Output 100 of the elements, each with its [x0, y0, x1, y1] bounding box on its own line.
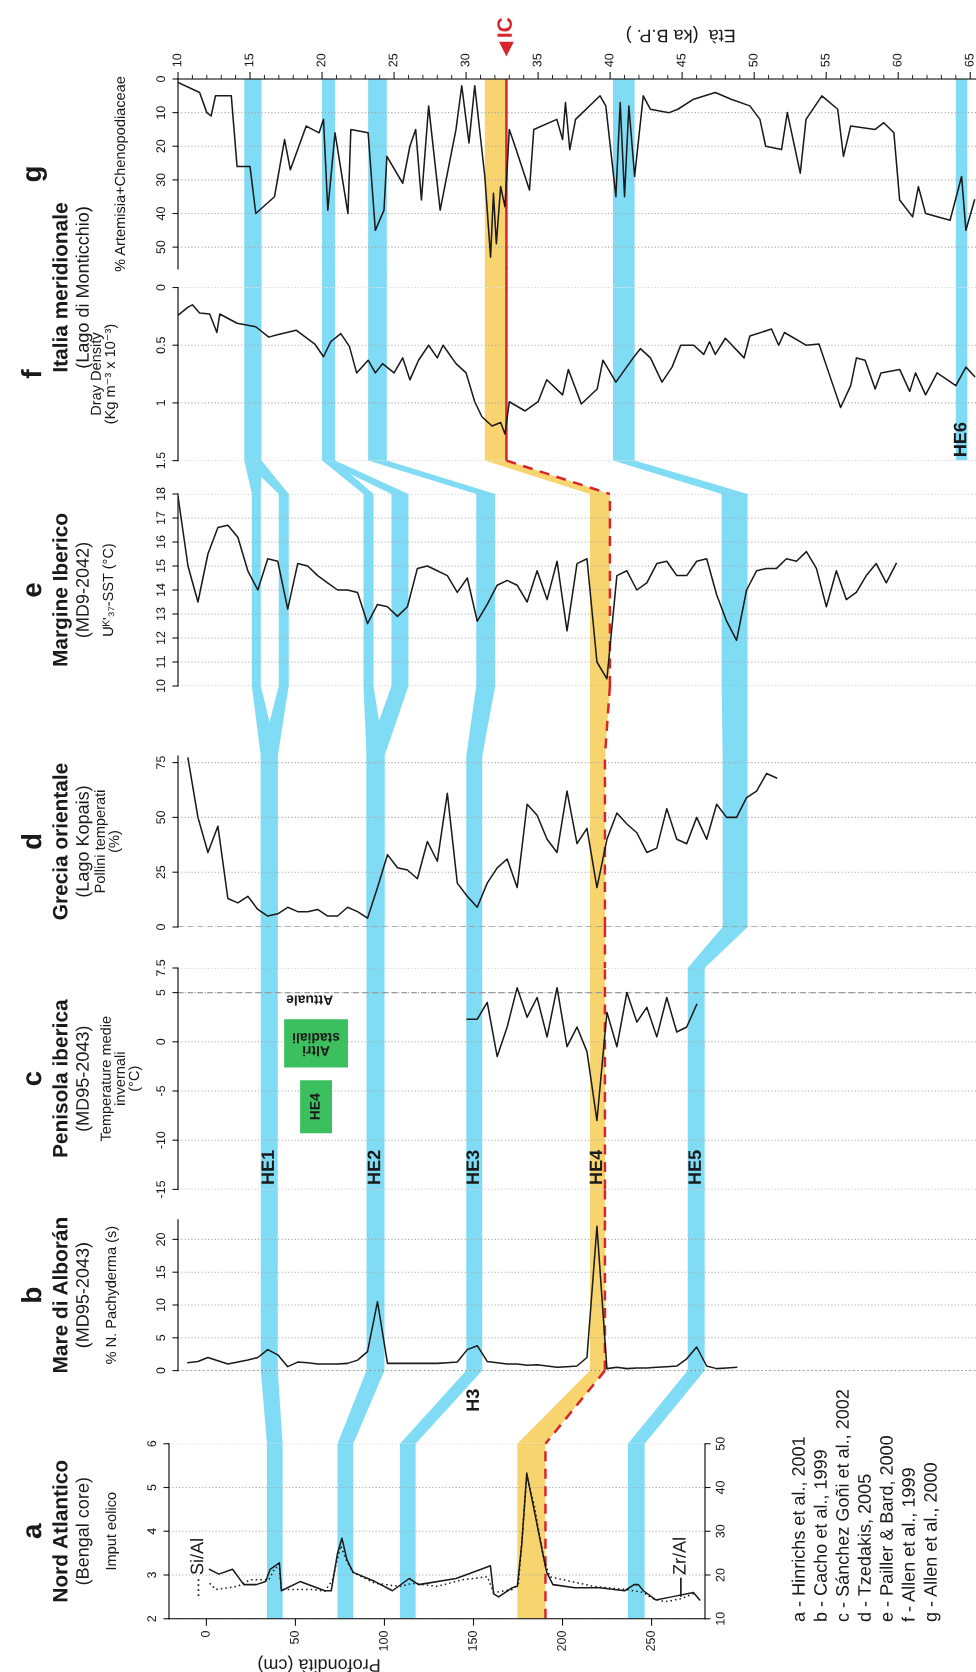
y-tick-label: 5	[147, 1484, 157, 1491]
text: d	[21, 834, 42, 849]
y-tick-label: 4	[147, 1528, 156, 1535]
ref-line-label: IC	[497, 17, 513, 37]
y-axis-title: Pollini temperati (%)	[94, 790, 122, 893]
text: (MD95-2043)	[75, 1026, 93, 1131]
annotation: HE2	[367, 1150, 381, 1184]
y-axis-title: Imput eolico	[105, 1492, 119, 1570]
x-tick-label: 40	[604, 53, 614, 67]
band-label: Altri stadiali	[293, 1033, 340, 1057]
text: (MD95-2043)	[75, 1243, 93, 1348]
x-tick-label: 20	[316, 53, 326, 67]
y-tick-label: 5	[156, 989, 166, 996]
text: Margine Iberico	[52, 513, 72, 666]
y-tick-label: 16	[156, 535, 166, 548]
text: Zr/Al	[672, 1538, 686, 1575]
text: g	[26, 167, 47, 182]
x-tick-label: 250	[646, 1631, 655, 1651]
y-tick-label: -10	[156, 1131, 166, 1149]
y-tick-label: 1.5	[156, 452, 166, 469]
y-tick-label: 0	[156, 1038, 166, 1045]
annotation: HE5	[688, 1150, 702, 1184]
y-tick-label: 50	[156, 810, 166, 824]
y-axis-title: % Artemisia+Chenopodiaceae	[114, 76, 128, 272]
y-tick-label: 10	[156, 679, 166, 692]
y-tick-label: 5	[156, 1334, 166, 1341]
y-tick-label: 25	[156, 865, 166, 879]
text: c	[26, 1071, 42, 1086]
x-axis-title: Profondità (cm)	[258, 1655, 380, 1672]
y-tick-label: 1	[156, 400, 165, 406]
text: Grecia orientale	[52, 763, 68, 920]
y-tick-label: 7.5	[156, 959, 166, 977]
annotation: HE4	[589, 1149, 603, 1184]
x-tick-label: 50	[289, 1631, 299, 1644]
y-axis-title: Uᴷ'₃₇-SST (°C)	[102, 544, 116, 636]
text: f - Allen et al., 1999	[901, 1468, 917, 1622]
ref-line-label: Attuale	[286, 995, 333, 1006]
y-tick-label: 40	[156, 207, 166, 221]
x-tick-label: 55	[820, 53, 830, 67]
annotation: HE3	[466, 1150, 480, 1184]
text: Mare di Alborán	[52, 1218, 68, 1373]
text: c - Sánchez Goñi et al., 2002	[835, 1390, 851, 1622]
y-tick-label: 0	[156, 284, 166, 291]
text: f	[21, 369, 42, 379]
x-tick-label: 45	[676, 53, 686, 67]
y2-tick-label: 40	[715, 1481, 725, 1495]
x-tick-label: 15	[244, 53, 254, 67]
text: d - Tzedakis, 2005	[857, 1474, 873, 1622]
x-tick-label: 30	[460, 53, 470, 67]
band-label: HE6	[953, 422, 967, 456]
y2-tick-label: 20	[715, 1568, 725, 1582]
x-tick-label: 150	[468, 1631, 477, 1651]
y-tick-label: 0.5	[156, 337, 166, 354]
y2-tick-label: 30	[715, 1524, 725, 1538]
y-tick-label: 0	[156, 1367, 166, 1374]
band-label: HE4	[310, 1093, 320, 1120]
y-axis-title: % N. Pachyderma (s)	[105, 1226, 119, 1364]
y-tick-label: 14	[156, 583, 165, 596]
y-tick-label: 12	[156, 631, 165, 644]
text: H3	[466, 1389, 480, 1411]
x-tick-label: 100	[378, 1631, 388, 1651]
x-tick-label: 10	[172, 53, 182, 67]
x-tick-label: 0	[200, 1631, 210, 1638]
y-tick-label: 13	[156, 607, 166, 620]
y2-tick-label: 10	[715, 1612, 725, 1625]
x-tick-label: 60	[892, 53, 902, 67]
y-tick-label: 50	[156, 240, 166, 254]
text: g - Allen et al., 2000	[923, 1463, 941, 1622]
chart-subtitle: Italia meridionale	[52, 203, 68, 372]
text: (MD9-2042)	[75, 542, 93, 638]
x-tick-label: 200	[557, 1631, 566, 1651]
y-tick-label: -15	[156, 1180, 166, 1198]
x-tick-label: 50	[748, 53, 758, 67]
text: e - Pailler & Bard, 2000	[879, 1436, 895, 1622]
y-tick-label: 30	[156, 173, 166, 187]
y-tick-label: -5	[156, 1085, 166, 1096]
text: (Bengal core)	[75, 1478, 93, 1585]
text: a	[26, 1523, 42, 1539]
y-tick-label: 17	[156, 511, 165, 524]
y-tick-label: 2	[147, 1615, 156, 1622]
y-tick-label: 3	[147, 1572, 157, 1578]
x-axis-title: Età (ka B.P. )	[626, 26, 735, 44]
text: (Lago Kopais)	[75, 786, 93, 897]
text: b - Cacho et al., 1999	[813, 1450, 829, 1621]
y-tick-label: 75	[156, 756, 166, 769]
x-tick-label: 35	[532, 53, 542, 67]
y-tick-label: 20	[156, 139, 166, 153]
y-tick-label: 11	[156, 656, 165, 668]
y-tick-label: 10	[156, 1298, 166, 1311]
y-tick-label: 0	[156, 924, 166, 930]
y-axis-title: Temperature medie invernali (°C)	[100, 1016, 142, 1142]
text: Si/Al	[190, 1539, 204, 1575]
y-tick-label: 10	[156, 106, 166, 119]
y-tick-label: 15	[156, 559, 166, 572]
y-tick-label: 0	[156, 76, 166, 82]
x-tick-label: 65	[964, 53, 974, 67]
y-tick-label: 15	[156, 1265, 166, 1279]
text: b	[21, 1287, 42, 1302]
x-tick-label: 25	[388, 53, 398, 67]
text: a - Hinrichs et al., 2001	[791, 1437, 807, 1622]
